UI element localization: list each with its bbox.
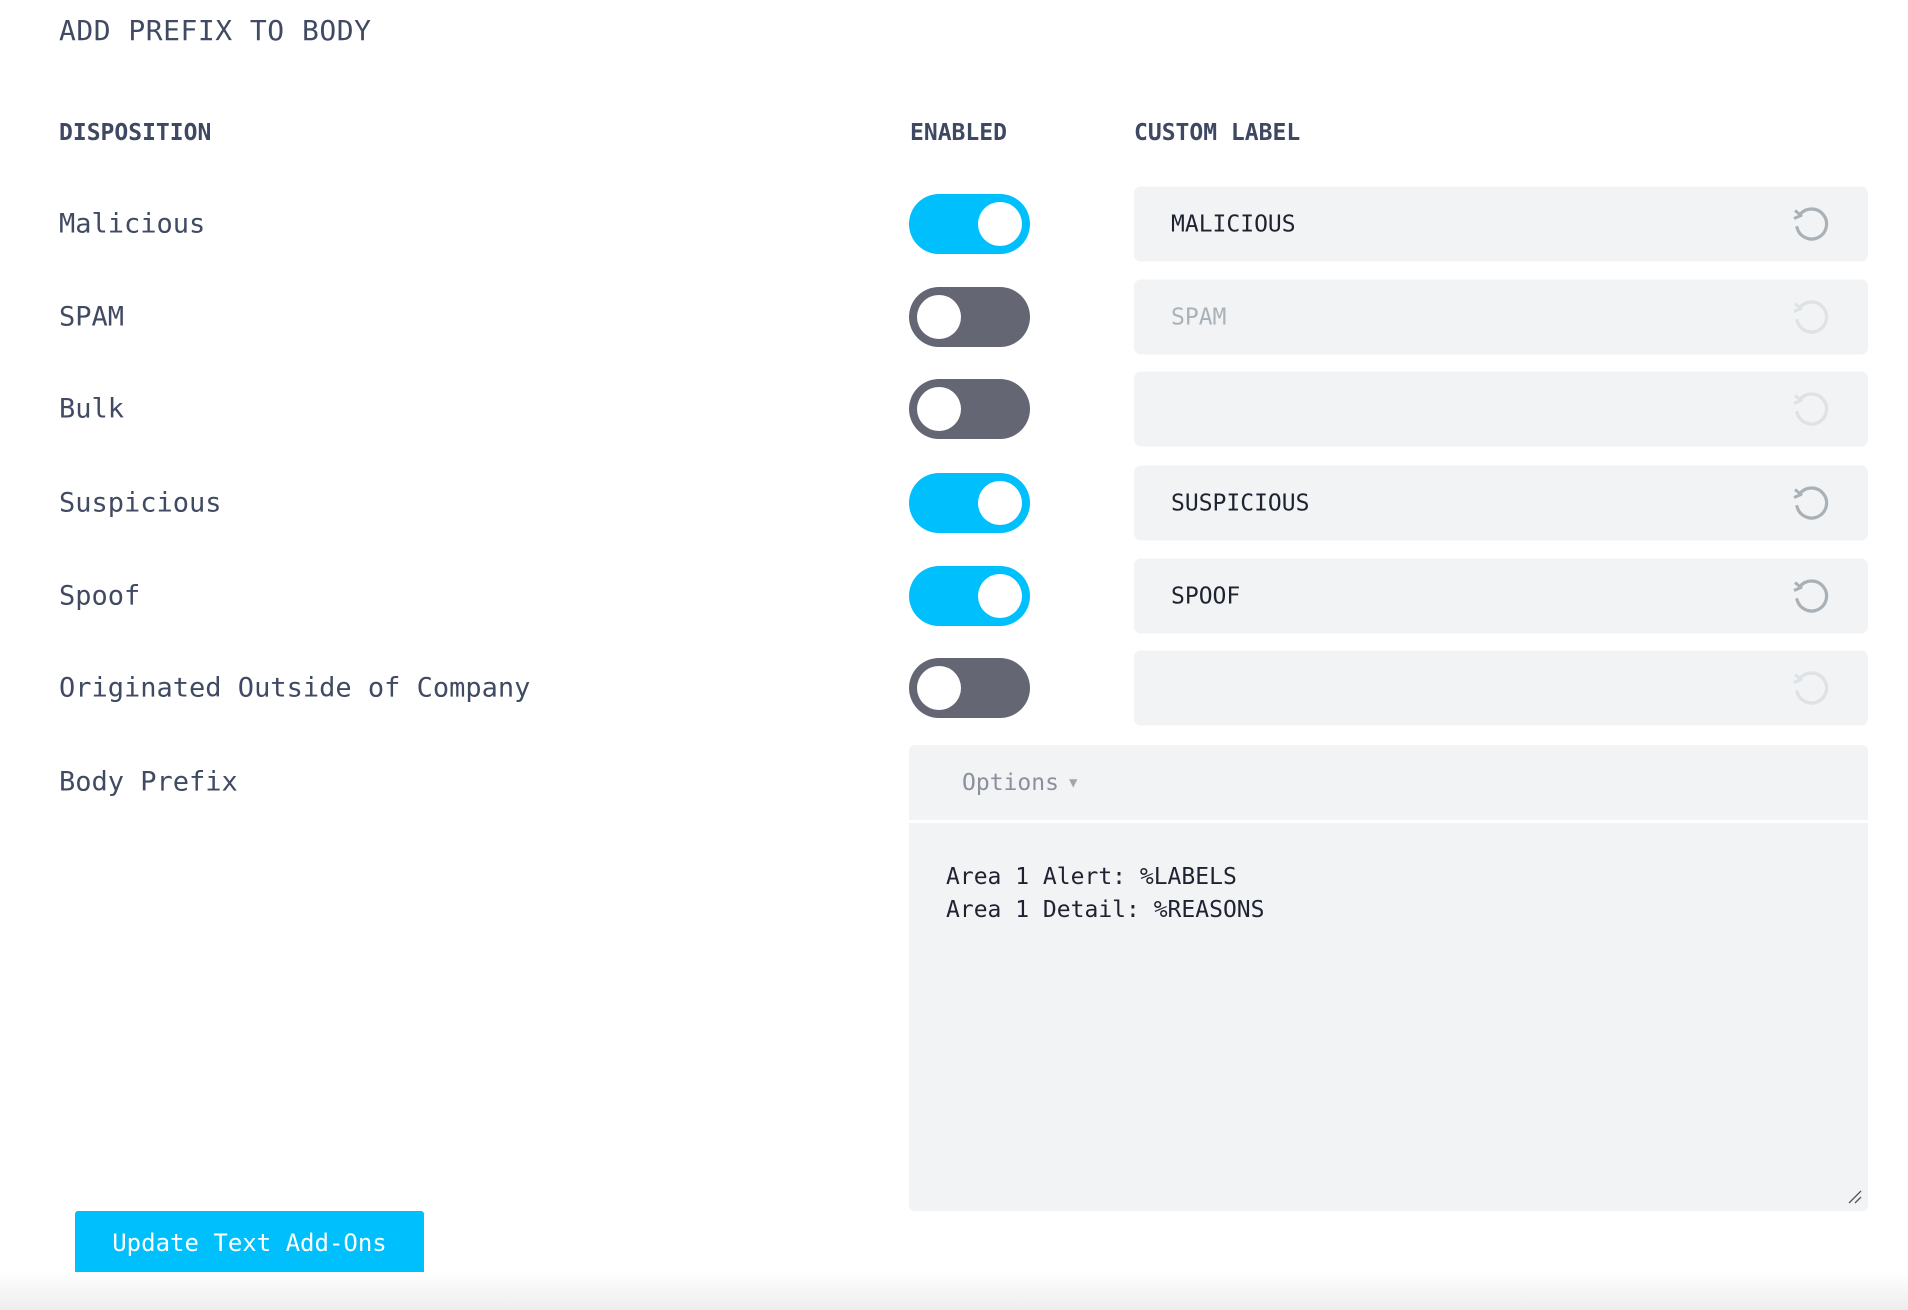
custom-label-value: SPOOF bbox=[1171, 583, 1241, 609]
disposition-label-malicious: Malicious bbox=[59, 208, 206, 240]
toggle-spam[interactable] bbox=[909, 287, 1030, 347]
disposition-label-spam: SPAM bbox=[59, 301, 125, 333]
column-header-enabled: ENABLED bbox=[910, 120, 1007, 146]
disposition-label-suspicious: Suspicious bbox=[59, 487, 222, 519]
section-title: ADD PREFIX TO BODY bbox=[59, 14, 372, 47]
reset-icon[interactable] bbox=[1790, 482, 1832, 524]
toggle-knob bbox=[978, 481, 1022, 525]
toggle-knob bbox=[917, 295, 961, 339]
toggle-suspicious[interactable] bbox=[909, 473, 1030, 533]
custom-label-input-bulk[interactable] bbox=[1134, 371, 1868, 447]
custom-label-value: SPAM bbox=[1171, 304, 1227, 330]
reset-icon[interactable] bbox=[1790, 203, 1832, 245]
reset-icon[interactable] bbox=[1790, 575, 1832, 617]
body-prefix-label: Body Prefix bbox=[59, 766, 238, 798]
toggle-knob bbox=[978, 574, 1022, 618]
custom-label-input-suspicious[interactable]: SUSPICIOUS bbox=[1134, 465, 1868, 541]
update-text-add-ons-button[interactable]: Update Text Add-Ons bbox=[75, 1211, 424, 1274]
reset-icon[interactable] bbox=[1790, 388, 1832, 430]
toggle-knob bbox=[978, 202, 1022, 246]
options-label: Options bbox=[962, 769, 1059, 796]
toggle-malicious[interactable] bbox=[909, 194, 1030, 254]
toggle-originated-outside-of-company[interactable] bbox=[909, 658, 1030, 718]
column-header-custom-label: CUSTOM LABEL bbox=[1134, 120, 1301, 146]
options-dropdown[interactable]: Options ▼ bbox=[962, 770, 1077, 796]
disposition-label-bulk: Bulk bbox=[59, 393, 125, 425]
disposition-label-originated-outside-of-company: Originated Outside of Company bbox=[59, 672, 531, 704]
bottom-shadow bbox=[0, 1272, 1908, 1310]
reset-icon[interactable] bbox=[1790, 667, 1832, 709]
column-header-disposition: DISPOSITION bbox=[59, 120, 212, 146]
custom-label-input-originated-outside-of-company[interactable] bbox=[1134, 650, 1868, 726]
custom-label-input-malicious[interactable]: MALICIOUS bbox=[1134, 186, 1868, 262]
disposition-label-spoof: Spoof bbox=[59, 580, 141, 612]
toggle-knob bbox=[917, 666, 961, 710]
options-toolbar: Options ▼ bbox=[909, 745, 1868, 820]
toggle-knob bbox=[917, 387, 961, 431]
custom-label-value: SUSPICIOUS bbox=[1171, 490, 1310, 516]
reset-icon[interactable] bbox=[1790, 296, 1832, 338]
body-prefix-textarea[interactable]: Area 1 Alert: %LABELS Area 1 Detail: %RE… bbox=[909, 823, 1868, 1211]
custom-label-input-spoof[interactable]: SPOOF bbox=[1134, 558, 1868, 634]
caret-down-icon: ▼ bbox=[1068, 774, 1078, 791]
toggle-bulk[interactable] bbox=[909, 379, 1030, 439]
custom-label-value: MALICIOUS bbox=[1171, 211, 1296, 237]
custom-label-input-spam[interactable]: SPAM bbox=[1134, 279, 1868, 355]
toggle-spoof[interactable] bbox=[909, 566, 1030, 626]
resize-handle-icon[interactable] bbox=[1846, 1188, 1862, 1204]
